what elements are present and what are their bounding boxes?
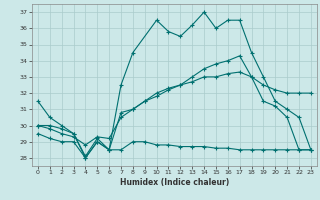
X-axis label: Humidex (Indice chaleur): Humidex (Indice chaleur) (120, 178, 229, 187)
